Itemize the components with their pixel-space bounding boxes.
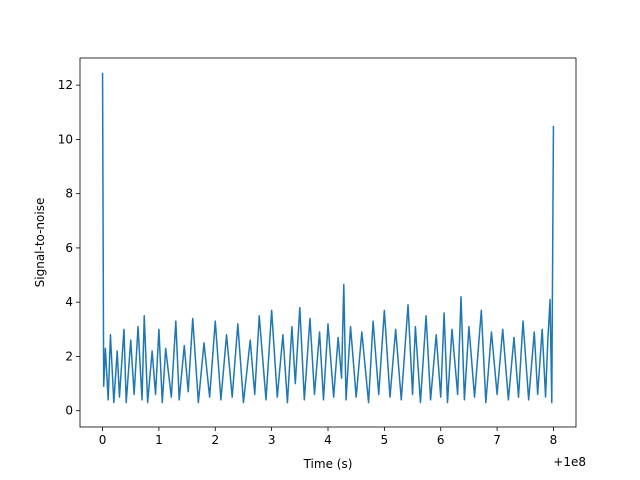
y-tick-label: 4 <box>65 295 73 309</box>
x-tick-label: 2 <box>211 433 219 447</box>
y-tick-label: 0 <box>65 404 73 418</box>
y-axis-ticks: 0 2 4 6 8 10 12 <box>58 78 80 418</box>
x-tick-label: 0 <box>99 433 107 447</box>
x-axis-ticks: 0 1 2 3 4 5 6 7 8 <box>99 427 558 447</box>
x-tick-label: 6 <box>437 433 445 447</box>
y-tick-label: 8 <box>65 187 73 201</box>
y-tick-label: 12 <box>58 78 73 92</box>
y-tick-label: 2 <box>65 349 73 363</box>
y-axis-label: Signal-to-noise <box>33 198 47 288</box>
x-axis-offset-label: +1e8 <box>553 455 586 469</box>
x-tick-label: 8 <box>550 433 558 447</box>
x-tick-label: 7 <box>493 433 501 447</box>
y-tick-label: 6 <box>65 241 73 255</box>
series-line-0 <box>101 72 555 404</box>
x-tick-label: 4 <box>324 433 332 447</box>
x-tick-label: 3 <box>268 433 276 447</box>
x-axis-label: Time (s) <box>303 457 353 471</box>
x-tick-label: 5 <box>381 433 389 447</box>
plot-layer <box>101 72 555 404</box>
y-tick-label: 10 <box>58 132 73 146</box>
x-tick-label: 1 <box>155 433 163 447</box>
